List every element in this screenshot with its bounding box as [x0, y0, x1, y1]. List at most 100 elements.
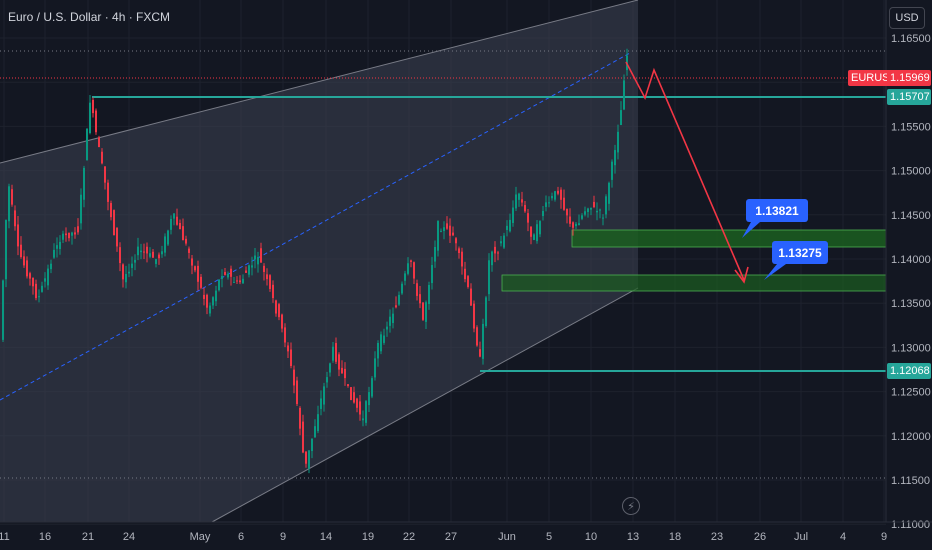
candle-body [104, 166, 106, 183]
candle-body [2, 280, 4, 340]
price-tick-label: 1.14500 [891, 210, 931, 222]
candle-body [239, 280, 241, 283]
candle-body [212, 297, 214, 306]
time-axis[interactable]: 11 16 21 24 May 6 9 14 19 22 27 Jun 5 10 13 18 23 26 Jul 4 9 [0, 531, 887, 543]
candle-body [476, 327, 478, 346]
candle-body [329, 363, 331, 373]
candle-body [185, 238, 187, 244]
candle-body [506, 225, 508, 230]
candle-body [332, 346, 334, 361]
time-tick-label: 14 [320, 531, 332, 543]
candle-body [62, 233, 64, 240]
symbol-title[interactable]: Euro / U.S. Dollar · 4h · FXCM [8, 10, 171, 24]
candle-body [458, 248, 460, 254]
candle-body [548, 202, 550, 204]
candle-body [287, 345, 289, 352]
price-axis[interactable]: 1.165001.160001.155001.150001.145001.140… [891, 33, 931, 550]
time-tick-label: 11 [0, 531, 10, 543]
candle-body [557, 190, 559, 194]
candle-body [482, 323, 484, 359]
candle-body [158, 254, 160, 259]
candle-body [116, 227, 118, 247]
candle-body [119, 247, 121, 264]
candle-body [299, 407, 301, 429]
candle-body [614, 150, 616, 166]
time-tick-label: Jul [794, 531, 808, 543]
candle-body [179, 223, 181, 230]
lightning-bolt-icon[interactable]: ⚡ [622, 497, 640, 515]
candle-body [20, 244, 22, 258]
candle-body [383, 335, 385, 343]
candle-body [434, 246, 436, 262]
candle-body [440, 230, 442, 232]
time-tick-label: 13 [627, 531, 639, 543]
price-tick-label: 1.13000 [891, 342, 931, 354]
candle-body [149, 253, 151, 257]
candle-body [464, 268, 466, 280]
price-tick-label: 1.11500 [891, 475, 930, 487]
candle-body [380, 334, 382, 352]
candle-body [65, 233, 67, 236]
target-callout-2-label: 1.13275 [778, 246, 822, 260]
candle-body [527, 213, 529, 223]
candle-body [59, 241, 61, 249]
candle-body [5, 220, 7, 280]
candle-body [512, 207, 514, 223]
candle-body [86, 128, 88, 161]
candle-body [536, 224, 538, 242]
candle-body [305, 451, 307, 464]
candle-body [611, 161, 613, 180]
candle-body [374, 358, 376, 378]
candle-body [161, 251, 163, 255]
candle-body [11, 189, 13, 205]
candle-body [176, 216, 178, 225]
candle-body [491, 251, 493, 266]
candle-body [131, 263, 133, 268]
candle-body [263, 265, 265, 272]
candle-body [92, 99, 94, 114]
candle-body [497, 252, 499, 254]
time-tick-label: 21 [82, 531, 94, 543]
candle-body [296, 380, 298, 404]
candle-body [461, 251, 463, 267]
time-tick-label: 19 [362, 531, 374, 543]
target-callout-1-label: 1.13821 [755, 204, 799, 218]
candle-body [167, 230, 169, 245]
candle-body [281, 314, 283, 329]
candle-body [404, 273, 406, 281]
price-tick-label: 1.13500 [891, 298, 931, 310]
candle-body [347, 384, 349, 387]
time-tick-label: 10 [585, 531, 597, 543]
candle-body [248, 265, 250, 275]
candle-body [608, 182, 610, 204]
currency-button[interactable]: USD [889, 7, 925, 29]
candle-body [278, 304, 280, 318]
candle-body [416, 283, 418, 296]
candle-body [350, 387, 352, 400]
candle-body [452, 232, 454, 236]
candle-body [125, 273, 127, 283]
candle-body [620, 110, 622, 125]
candle-body [230, 268, 232, 277]
candle-body [425, 302, 427, 322]
candle-body [503, 235, 505, 248]
candle-body [524, 205, 526, 212]
candle-body [398, 294, 400, 305]
price-tick-label: 1.16500 [891, 33, 931, 45]
price-tick-label: 1.12000 [891, 431, 931, 443]
price-tick-label: 1.15000 [891, 166, 931, 178]
time-tick-label: 18 [669, 531, 681, 543]
candle-body [197, 265, 199, 282]
time-tick-label: 22 [403, 531, 415, 543]
candle-body [56, 245, 58, 249]
target-callout-2[interactable]: 1.13275 [764, 241, 828, 280]
price-tick-label: 1.11000 [891, 519, 930, 531]
candle-body [101, 151, 103, 164]
candle-body [443, 227, 445, 232]
candle-body [140, 250, 142, 253]
candle-body [284, 327, 286, 343]
target-callout-1[interactable]: 1.13821 [742, 199, 808, 238]
candle-body [401, 283, 403, 294]
candle-body [596, 210, 598, 213]
